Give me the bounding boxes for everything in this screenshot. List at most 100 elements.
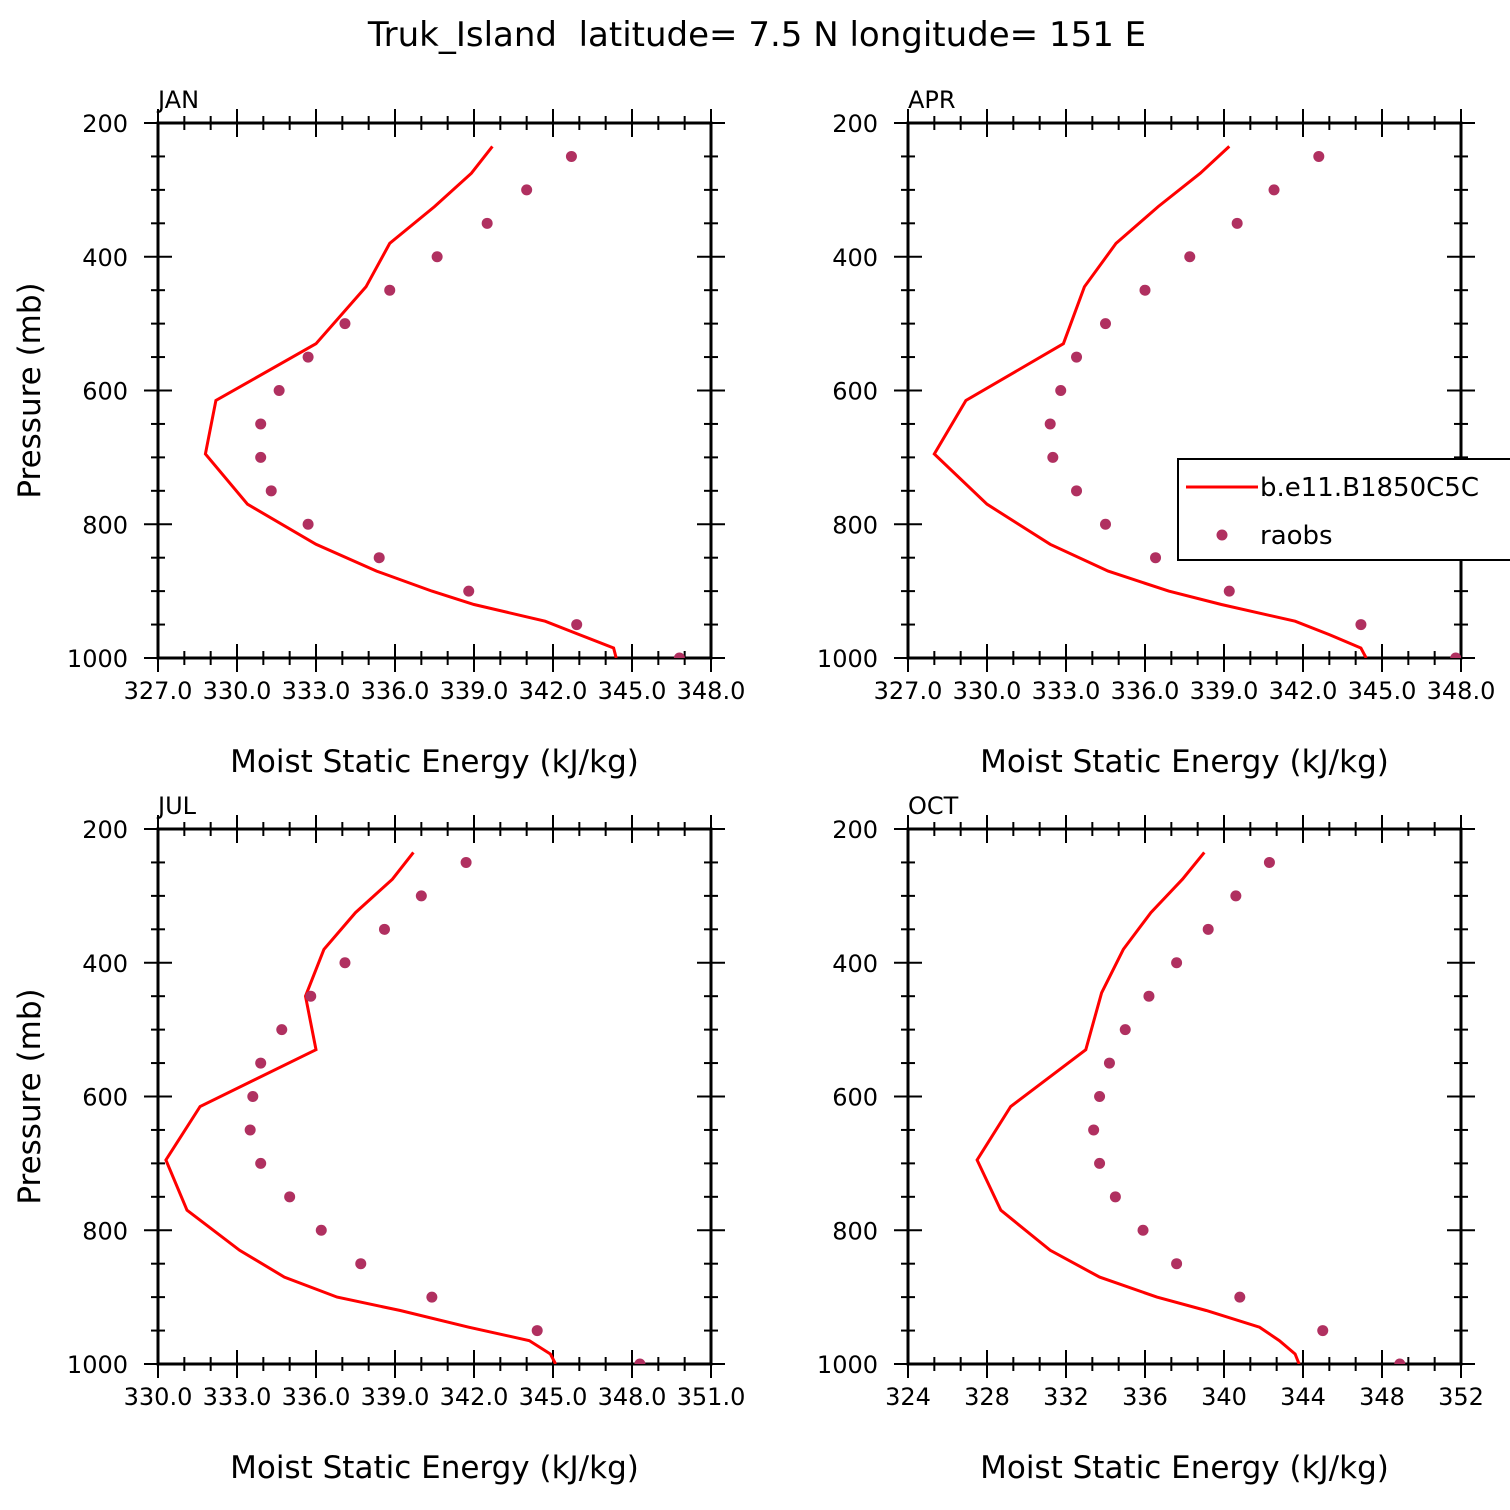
y-tick-label: 1000 xyxy=(67,645,128,673)
legend-box xyxy=(1177,458,1510,561)
raobs-point xyxy=(673,652,685,658)
raobs-point xyxy=(521,184,533,196)
x-tick-label: 336.0 xyxy=(361,677,430,705)
raobs-point xyxy=(378,923,390,935)
x-tick-label: 324 xyxy=(885,1383,931,1411)
raobs-point xyxy=(255,1157,267,1169)
y-tick-label: 600 xyxy=(82,378,128,406)
raobs-point xyxy=(1055,385,1067,396)
plot-frame xyxy=(156,121,713,660)
raobs-point xyxy=(1450,652,1461,658)
raobs-point xyxy=(1137,1224,1149,1236)
raobs-point xyxy=(1230,890,1242,902)
y-tick-label: 400 xyxy=(82,950,128,978)
y-ticks xyxy=(144,122,725,659)
y-tick-label: 400 xyxy=(832,244,878,272)
x-axis-label: Moist Static Energy (kJ/kg) xyxy=(980,744,1389,780)
raobs-point xyxy=(1047,451,1059,463)
x-tick-label: 332 xyxy=(1043,1383,1089,1411)
x-tick-label: 345.0 xyxy=(598,677,667,705)
raobs-point xyxy=(1044,418,1056,430)
panel-label: APR xyxy=(908,86,956,114)
model-profile-line xyxy=(932,145,1368,658)
x-tick-label: 339.0 xyxy=(440,677,509,705)
raobs-point xyxy=(481,217,493,229)
x-tick-label: 330.0 xyxy=(124,1383,193,1411)
x-ticks xyxy=(157,815,712,1378)
raobs-point xyxy=(1150,552,1162,564)
y-tick-label: 400 xyxy=(82,244,128,272)
raobs-point xyxy=(426,1291,438,1303)
raobs-point xyxy=(1109,1191,1121,1203)
raobs-point xyxy=(1100,318,1111,330)
raobs-point xyxy=(1202,923,1214,935)
raobs-point xyxy=(384,284,396,296)
x-tick-label: 336.0 xyxy=(282,1383,351,1411)
model-profile-line xyxy=(164,851,557,1364)
raobs-point xyxy=(460,856,472,868)
raobs-point xyxy=(315,1224,327,1236)
raobs-point xyxy=(355,1258,367,1270)
x-ticks xyxy=(157,109,712,672)
raobs-point xyxy=(244,1124,256,1136)
x-tick-label: 342.0 xyxy=(440,1383,509,1411)
y-tick-label: 400 xyxy=(832,950,878,978)
panel-label: OCT xyxy=(908,792,959,820)
raobs-point xyxy=(1100,518,1111,530)
x-tick-label: 333.0 xyxy=(203,1383,272,1411)
raobs-point xyxy=(1394,1358,1406,1364)
raobs-point xyxy=(1263,856,1275,868)
x-tick-label: 342.0 xyxy=(519,677,588,705)
legend: b.e11.B1850C5C raobs xyxy=(1177,458,1510,561)
legend-entry-label: raobs xyxy=(1260,521,1333,551)
x-tick-label: 348.0 xyxy=(677,677,746,705)
y-tick-label: 200 xyxy=(832,110,878,138)
y-tick-label: 600 xyxy=(832,1084,878,1112)
y-tick-label: 800 xyxy=(82,511,128,539)
x-tick-label: 333.0 xyxy=(282,677,351,705)
raobs-point xyxy=(1268,184,1280,196)
x-tick-label: 327.0 xyxy=(874,677,943,705)
raobs-point xyxy=(1071,485,1083,497)
y-ticks xyxy=(144,828,725,1365)
panel-oct: 324 328 332 336 340 344 348 352 200 400 600 800 1000… xyxy=(817,792,1484,1486)
x-tick-label: 342.0 xyxy=(1269,677,1338,705)
legend-marker-swatch xyxy=(1216,529,1228,541)
x-tick-label: 344 xyxy=(1280,1383,1326,1411)
raobs-point xyxy=(415,890,427,902)
raobs-point xyxy=(339,957,351,969)
raobs-point xyxy=(531,1325,543,1337)
raobs-point xyxy=(1094,1091,1106,1102)
plot-area xyxy=(164,851,646,1364)
plot-area xyxy=(975,851,1406,1364)
figure-title: Truk_Island latitude= 7.5 N longitude= 1… xyxy=(367,15,1146,55)
x-tick-label: 336.0 xyxy=(1111,677,1180,705)
panels: 327.0 330.0 333.0 336.0 339.0 342.0 345.0 348.0… xyxy=(12,86,1510,1486)
x-tick-label: 333.0 xyxy=(1032,677,1101,705)
model-profile-line xyxy=(975,851,1301,1364)
plot-area xyxy=(203,145,685,658)
raobs-point xyxy=(571,619,583,631)
x-tick-label: 328 xyxy=(964,1383,1010,1411)
raobs-point xyxy=(1171,957,1183,969)
y-tick-label: 200 xyxy=(832,816,878,844)
x-ticks xyxy=(907,109,1462,672)
raobs-point xyxy=(1071,351,1083,363)
x-ticks xyxy=(907,815,1462,1378)
raobs-point xyxy=(302,351,314,363)
raobs-point xyxy=(1223,585,1235,597)
raobs-point xyxy=(565,150,577,162)
x-tick-label: 339.0 xyxy=(1190,677,1259,705)
raobs-point xyxy=(276,1024,288,1036)
x-tick-label: 348.0 xyxy=(598,1383,667,1411)
y-tick-label: 1000 xyxy=(67,1351,128,1379)
panel-label: JAN xyxy=(156,86,199,114)
x-axis-label: Moist Static Energy (kJ/kg) xyxy=(230,1450,639,1486)
y-tick-label: 200 xyxy=(82,816,128,844)
x-tick-label: 330.0 xyxy=(203,677,272,705)
raobs-point xyxy=(247,1091,259,1102)
raobs-point xyxy=(1231,217,1243,229)
raobs-point xyxy=(1119,1024,1131,1036)
panel-jan: 327.0 330.0 333.0 336.0 339.0 342.0 345.0 348.0… xyxy=(12,86,745,780)
